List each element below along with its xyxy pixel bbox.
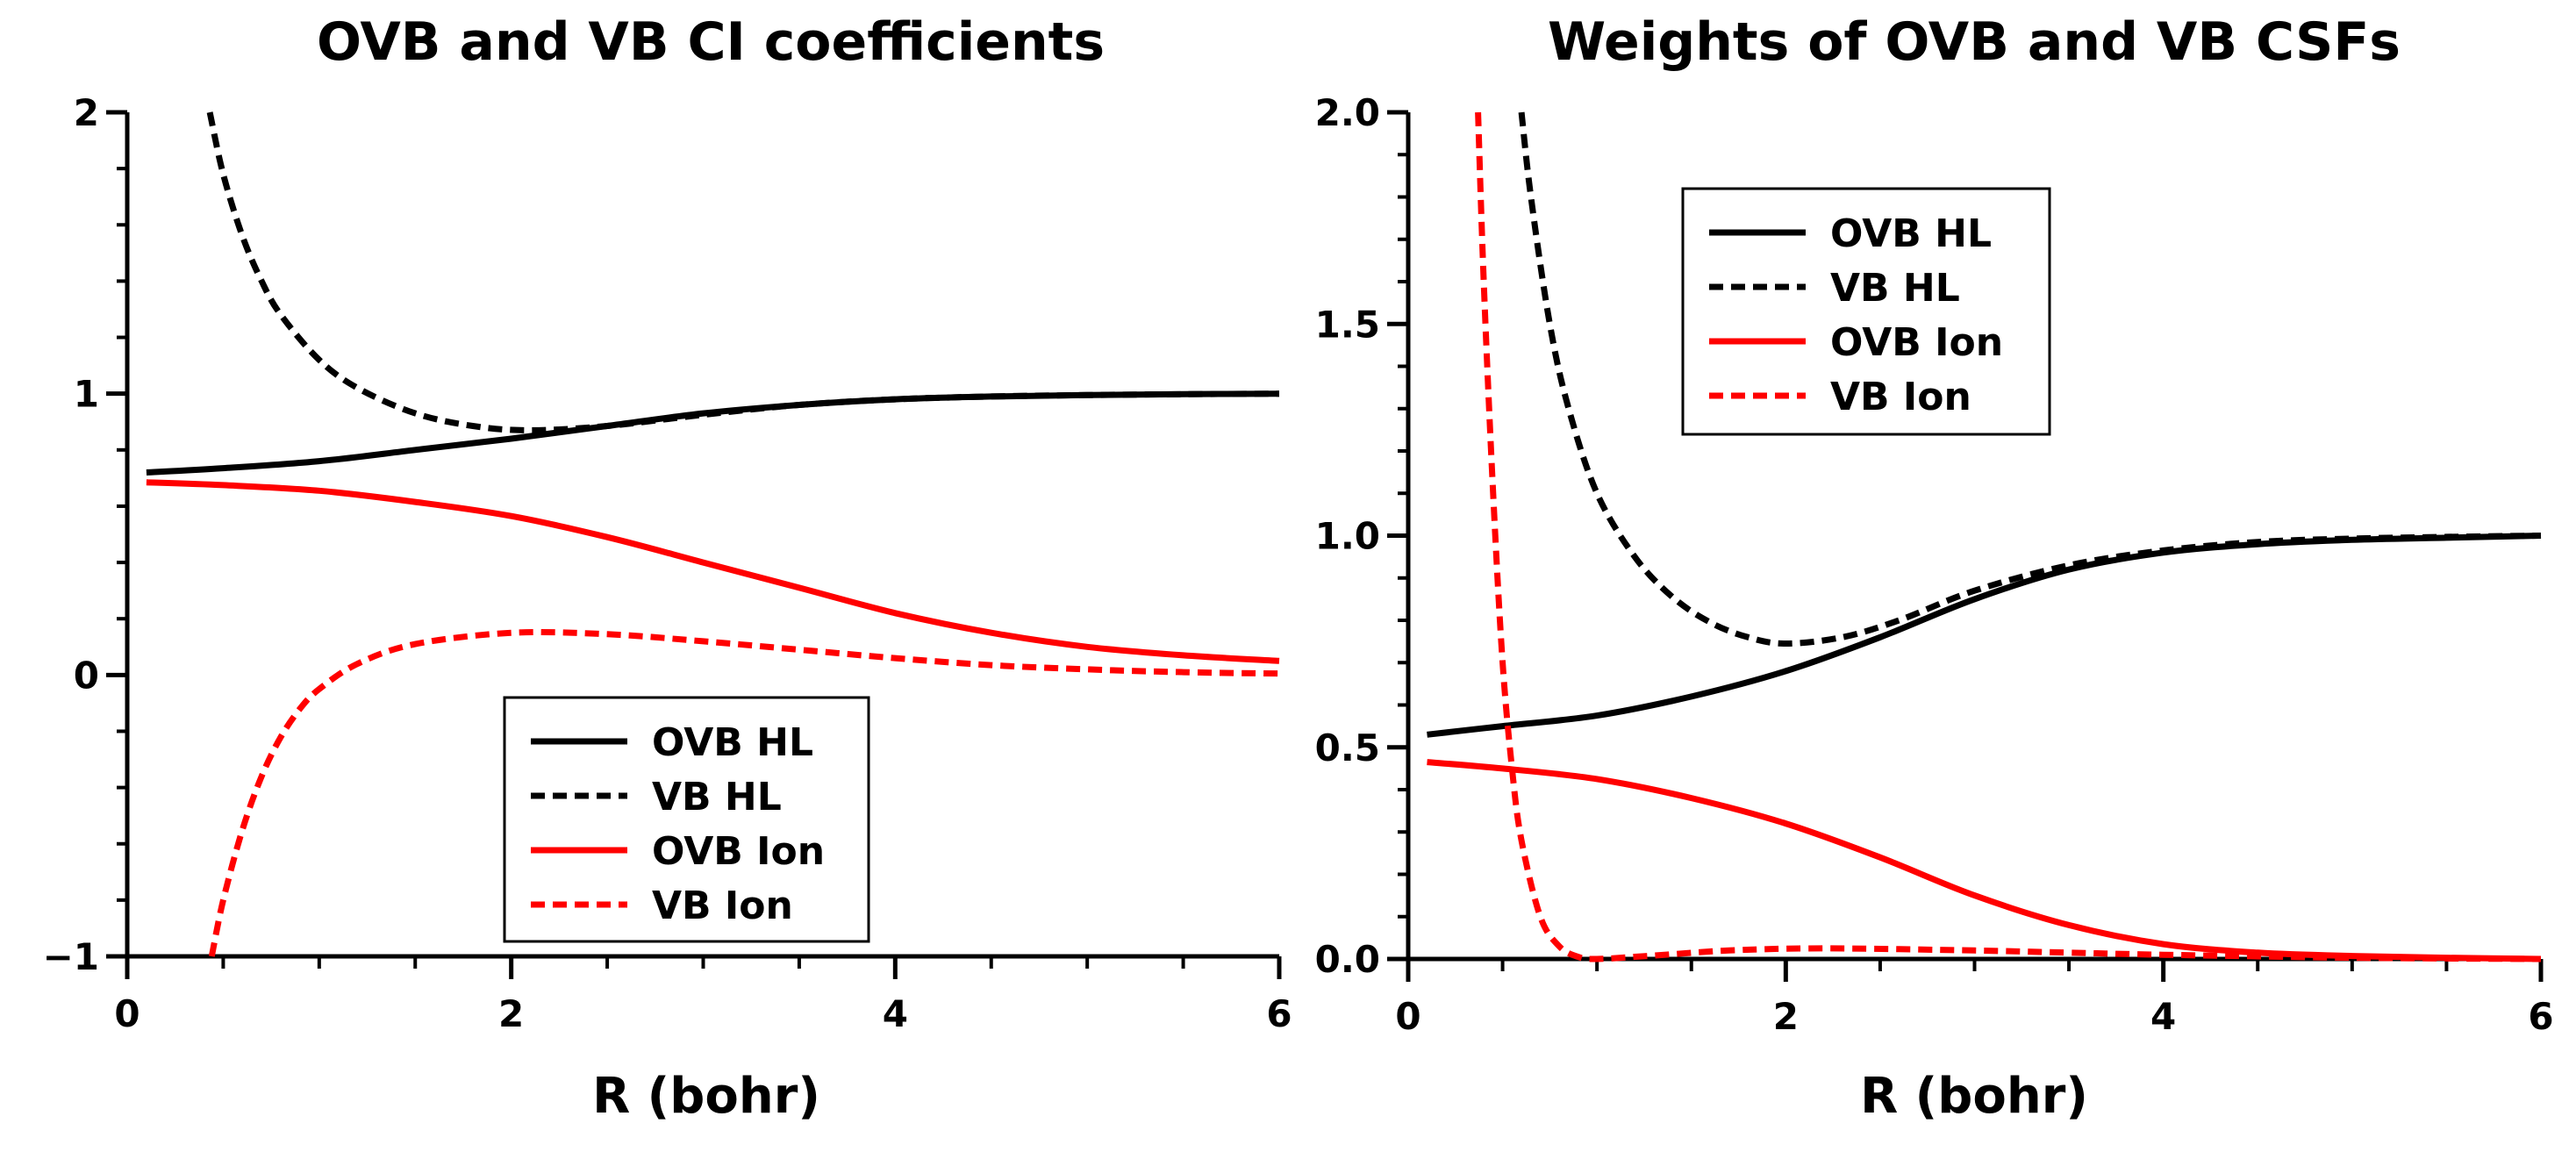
legend-box (503, 696, 870, 943)
series-line-vb-hl (1518, 111, 2542, 647)
y-tick-label: 0.0 (1315, 938, 1380, 981)
x-tick-label: 2 (498, 992, 524, 1035)
legend: OVB HL VB HL OVB Ion VB Ion (503, 696, 870, 943)
x-axis-label: R (bohr) (1860, 1068, 2088, 1125)
series-line-ovb-hl (1427, 533, 2542, 738)
chart-ci-coefficients: OVB and VB CI coefficients R (bohr) −1 0 1… (43, 11, 1292, 1125)
x-tick-label: 6 (1266, 992, 1292, 1035)
y-tick-label: 1 (74, 373, 99, 416)
series-line-vb-ion (208, 628, 1280, 957)
y-tick-label: −1 (43, 935, 99, 978)
x-tick-label: 0 (1395, 995, 1420, 1038)
chart-title: Weights of OVB and VB CSFs (1548, 11, 2401, 73)
legend-label-ovb-hl: OVB HL (652, 720, 813, 765)
legend-label-vb-hl: VB HL (652, 775, 782, 819)
y-tick-label: 1.5 (1315, 303, 1380, 346)
series-line-ovb-ion (146, 479, 1280, 664)
x-tick-label: 0 (114, 992, 140, 1035)
legend-label-vb-ion: VB Ion (652, 884, 793, 928)
chart-csf-weights: Weights of OVB and VB CSFs R (bohr) 0.0 0… (1315, 11, 2554, 1125)
x-tick-label: 4 (883, 992, 908, 1035)
legend: OVB HL VB HL OVB Ion VB Ion (1681, 187, 2051, 436)
legend-label-vb-hl: VB HL (1830, 266, 1960, 311)
x-axis-label: R (bohr) (592, 1068, 820, 1125)
legend-label-ovb-ion: OVB Ion (652, 829, 825, 874)
chart-title: OVB and VB CI coefficients (317, 11, 1105, 73)
x-tick-label: 4 (2150, 995, 2176, 1038)
legend-label-vb-ion: VB Ion (1830, 375, 1971, 419)
legend-label-ovb-ion: OVB Ion (1830, 320, 2003, 365)
legend-label-ovb-hl: OVB HL (1830, 211, 1992, 256)
y-tick-label: 0 (74, 654, 99, 697)
series-line-vb-ion (1475, 111, 2542, 962)
y-tick-label: 2.0 (1315, 91, 1380, 134)
y-tick-label: 0.5 (1315, 726, 1380, 769)
y-tick-label: 2 (74, 91, 99, 134)
y-tick-label: 1.0 (1315, 515, 1380, 558)
x-tick-label: 2 (1773, 995, 1799, 1038)
series-line-vb-hl (206, 111, 1280, 433)
x-tick-label: 6 (2528, 995, 2553, 1038)
series-line-ovb-ion (1427, 759, 2542, 962)
